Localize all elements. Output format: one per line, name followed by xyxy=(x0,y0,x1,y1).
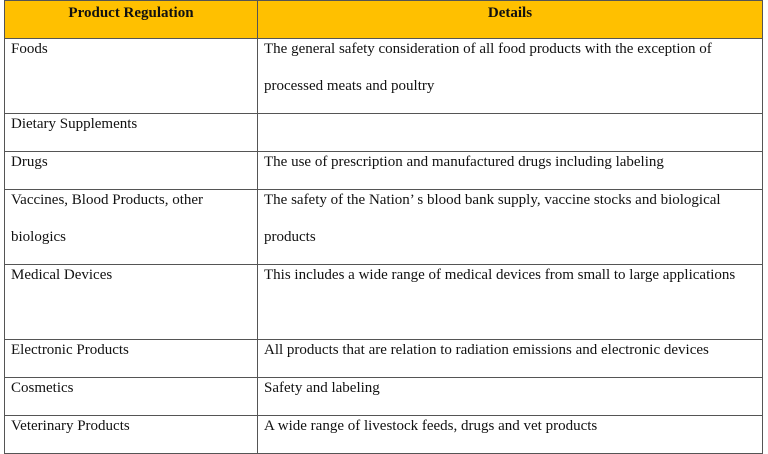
details-cell: A wide range of livestock feeds, drugs a… xyxy=(257,415,763,454)
table-row: Dietary Supplements xyxy=(4,113,763,152)
details-cell: This includes a wide range of medical de… xyxy=(257,264,763,340)
details-cell: All products that are relation to radiat… xyxy=(257,339,763,378)
product-cell: Vaccines, Blood Products, other biologic… xyxy=(4,189,258,265)
cell-text: Dietary Supplements xyxy=(11,116,138,132)
details-cell: The safety of the Nation’ s blood bank s… xyxy=(257,189,763,265)
cell-text: The safety of the Nation’ s blood bank s… xyxy=(264,192,721,245)
cell-text: Vaccines, Blood Products, other biologic… xyxy=(11,192,204,245)
cell-text: All products that are relation to radiat… xyxy=(264,342,709,358)
details-cell: The use of prescription and manufactured… xyxy=(257,151,763,190)
product-cell: Veterinary Products xyxy=(4,415,258,454)
cell-text: Safety and labeling xyxy=(264,380,380,396)
cell-text: The general safety consideration of all … xyxy=(264,41,712,94)
cell-text: Veterinary Products xyxy=(11,418,130,434)
cell-text: A wide range of livestock feeds, drugs a… xyxy=(264,418,598,434)
header-cell: Product Regulation xyxy=(4,0,258,39)
table-row: Foods The general safety consideration of… xyxy=(4,38,763,114)
cell-text: The use of prescription and manufactured… xyxy=(264,154,664,170)
table-row: Electronic Products All products that are… xyxy=(4,339,763,378)
table-row: Cosmetics Safety and labeling xyxy=(4,377,763,416)
table-row: Vaccines, Blood Products, other biologic… xyxy=(4,189,763,265)
cell-text: Foods xyxy=(11,41,48,57)
regulation-table: Product Regulation Details Foods The gene… xyxy=(4,0,763,454)
table-row: Drugs The use of prescription and manufac… xyxy=(4,151,763,190)
table-row: Medical Devices This includes a wide rang… xyxy=(4,264,763,340)
cell-text: This includes a wide range of medical de… xyxy=(264,267,736,283)
table-body: Foods The general safety consideration of… xyxy=(4,38,763,454)
product-cell: Medical Devices xyxy=(4,264,258,340)
product-cell: Cosmetics xyxy=(4,377,258,416)
product-cell: Dietary Supplements xyxy=(4,113,258,152)
product-cell: Foods xyxy=(4,38,258,114)
table-header: Product Regulation Details xyxy=(4,0,763,39)
cell-text: Medical Devices xyxy=(11,267,113,283)
header-row: Product Regulation Details xyxy=(4,0,763,39)
cell-text: Cosmetics xyxy=(11,380,74,396)
table-row: Veterinary Products A wide range of lives… xyxy=(4,415,763,454)
cell-text: Drugs xyxy=(11,154,48,170)
cell-text: Electronic Products xyxy=(11,342,129,358)
details-cell: The general safety consideration of all … xyxy=(257,38,763,114)
